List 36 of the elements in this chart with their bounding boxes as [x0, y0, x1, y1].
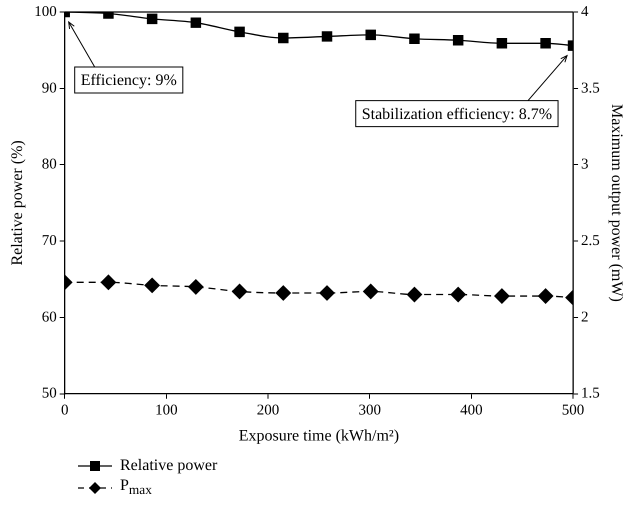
- y-tick-label: 60: [42, 309, 57, 326]
- point: [450, 286, 466, 302]
- x-axis-title: Exposure time (kWh/m²): [238, 428, 400, 445]
- y2-tick-label: 2.5: [581, 233, 600, 250]
- point: [100, 274, 116, 290]
- point: [319, 285, 335, 301]
- point: [494, 288, 510, 304]
- legend-label: P$_{max}$: [120, 477, 152, 499]
- annotation: Stabilization efficiency: 8.7%: [362, 106, 552, 123]
- legend-label: Relative power: [120, 457, 218, 475]
- point: [232, 284, 248, 300]
- point: [276, 285, 291, 301]
- y-tick-label: 100: [34, 4, 57, 20]
- y-tick-label: 50: [42, 386, 57, 402]
- y2-axis-title: Maximum output power (mW): [608, 104, 626, 302]
- point: [188, 279, 204, 295]
- point: [538, 288, 554, 304]
- y-axis-title: Relative power (%): [8, 140, 26, 266]
- y-tick-label: 90: [42, 80, 57, 96]
- y2-tick-label: 1.5: [581, 386, 600, 402]
- y2-tick-label: 2: [581, 309, 589, 326]
- point: [406, 286, 422, 302]
- y2-tick-label: 3.5: [581, 80, 600, 96]
- y-tick-label: 70: [42, 233, 57, 250]
- y2-tick-label: 4: [581, 4, 590, 20]
- y2-tick-label: 3: [581, 156, 589, 173]
- annotation: Efficiency: 9%: [80, 72, 177, 90]
- y-tick-label: 80: [42, 156, 57, 173]
- x-tick-label: 300: [358, 402, 381, 419]
- point: [363, 284, 378, 300]
- x-tick-label: 500: [562, 402, 584, 419]
- point: [144, 278, 160, 294]
- x-tick-label: 0: [60, 402, 68, 419]
- x-tick-label: 100: [155, 402, 178, 419]
- x-tick-label: 400: [460, 402, 483, 419]
- x-tick-label: 200: [256, 402, 280, 419]
